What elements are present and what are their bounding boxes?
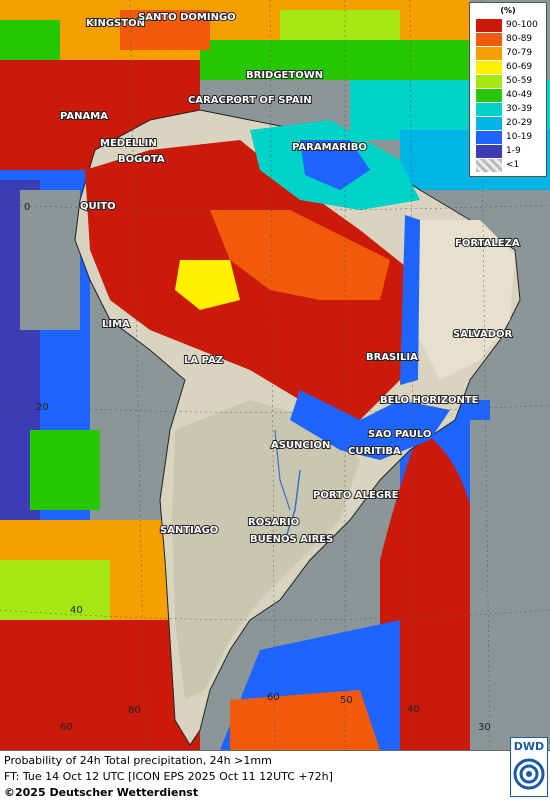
legend-swatch <box>476 89 502 103</box>
legend-swatch <box>476 19 502 33</box>
precip-field-atlantic <box>220 200 550 750</box>
rain-edge-northeast <box>400 215 420 385</box>
grid-label-lat-60: 60 <box>60 722 73 733</box>
legend-swatch <box>476 103 502 117</box>
city-bridgetown: BRIDGETOWN <box>246 70 323 81</box>
grid-label-lon-60: 60 <box>267 692 280 703</box>
legend-swatch <box>476 131 502 145</box>
legend-swatch <box>476 75 502 89</box>
city-buenos-aires: BUENOS AIRES <box>250 534 333 545</box>
legend-swatch <box>476 33 502 47</box>
river-paraguay <box>274 429 291 511</box>
precip-field-amazon-orange <box>210 210 390 300</box>
legend: (%) 90-100 80-89 70-79 60-69 50-59 40-49 30-39… <box>469 2 547 177</box>
legend-entry: 90-100 <box>476 19 544 33</box>
city-porto-alegre: PORTO ALEGRE <box>313 490 399 501</box>
dry-area-northeast-brazil <box>415 220 515 380</box>
legend-swatch <box>476 47 502 61</box>
legend-entry: 10-19 <box>476 131 544 145</box>
dwd-logo: DWD <box>510 737 548 797</box>
legend-entry: 60-69 <box>476 61 544 75</box>
legend-label: 40-49 <box>506 90 533 100</box>
legend-label: 70-79 <box>506 48 533 58</box>
grid-label-lon-30: 30 <box>478 722 491 733</box>
city-brasilia: BRASILIA <box>366 352 418 363</box>
city-rosario: ROSARIO <box>248 517 299 528</box>
precip-yellow-patch <box>175 260 240 310</box>
legend-label: 50-59 <box>506 76 533 86</box>
legend-title: (%) <box>500 6 516 15</box>
city-santo-domingo: SANTO DOMINGO <box>138 12 236 23</box>
terrain-dry-south <box>172 400 360 700</box>
legend-swatch <box>476 61 502 75</box>
precip-field-caribbean <box>0 0 550 190</box>
legend-entry: 1-9 <box>476 145 544 159</box>
city-santiago: SANTIAGO <box>160 525 218 536</box>
city-labels: KINGSTON SANTO DOMINGO BRIDGETOWN CARACA… <box>59 11 521 546</box>
city-panama: PANAMA <box>60 111 108 122</box>
city-medellin: MEDELLIN <box>100 138 157 149</box>
city-salvador: SALVADOR <box>453 329 513 340</box>
city-lima: LIMA <box>102 319 130 330</box>
footer: Probability of 24h Total precipitation, … <box>0 750 550 801</box>
legend-entry: 80-89 <box>476 33 544 47</box>
dwd-logo-text: DWD <box>513 740 545 753</box>
grid-label-lon-40: 40 <box>407 704 420 715</box>
legend-entry: 40-49 <box>476 89 544 103</box>
city-sao-paulo: SAO PAULO <box>368 429 431 440</box>
city-curitiba: CURITIBA <box>348 446 401 457</box>
legend-entry: 20-29 <box>476 117 544 131</box>
dwd-swirl-icon <box>513 758 545 790</box>
legend-entry: <1 <box>476 159 544 173</box>
legend-entry: 70-79 <box>476 47 544 61</box>
grid-label-lon-80: 80 <box>128 705 141 716</box>
city-la-paz: LA PAZ <box>184 355 223 366</box>
precipitation-probability-map: 0 20 40 60 80 60 50 40 30 KINGSTON SANTO… <box>0 0 550 750</box>
precip-field-amazon <box>85 140 420 420</box>
legend-label: 1-9 <box>506 146 521 156</box>
city-asuncion: ASUNCION <box>271 440 330 451</box>
city-port-of-spain: PORT OF SPAIN <box>226 95 312 106</box>
precip-field-pacific <box>0 170 200 750</box>
legend-entry: 50-59 <box>476 75 544 89</box>
grid-label-lat-40: 40 <box>70 605 83 616</box>
product-description: Probability of 24h Total precipitation, … <box>4 754 272 767</box>
legend-label: 80-89 <box>506 34 533 44</box>
city-quito: QUITO <box>80 201 116 212</box>
grid-label-lon-50: 50 <box>340 695 353 706</box>
city-belo-horizonte: BELO HORIZONTE <box>380 395 479 406</box>
city-fortaleza: FORTALEZA <box>455 238 520 249</box>
city-kingston: KINGSTON <box>86 18 145 29</box>
grid-label-lat-0: 0 <box>24 202 30 213</box>
legend-swatch <box>476 159 502 173</box>
legend-label: 10-19 <box>506 132 533 142</box>
legend-swatch <box>476 117 502 131</box>
copyright: ©2025 Deutscher Wetterdienst <box>4 786 199 799</box>
forecast-time: FT: Tue 14 Oct 12 UTC [ICON EPS 2025 Oct… <box>4 770 333 783</box>
grid-label-lat-20: 20 <box>36 402 49 413</box>
rain-belt-brazil-south <box>290 390 450 460</box>
city-bogota: BOGOTA <box>118 154 165 165</box>
city-paramaribo: PARAMARIBO <box>292 142 367 153</box>
river-parana <box>284 469 301 541</box>
legend-label: 90-100 <box>506 20 538 30</box>
legend-entry: 30-39 <box>476 103 544 117</box>
legend-label: 20-29 <box>506 118 533 128</box>
legend-label: 30-39 <box>506 104 533 114</box>
legend-label: 60-69 <box>506 62 533 72</box>
dry-area-guiana <box>300 140 370 190</box>
legend-swatch <box>476 145 502 159</box>
city-caracas: CARACAS <box>188 95 241 106</box>
legend-label: <1 <box>506 160 520 170</box>
